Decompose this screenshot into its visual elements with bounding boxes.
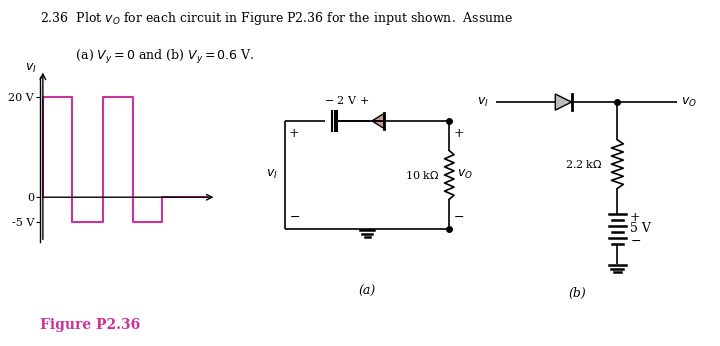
Text: Figure P2.36: Figure P2.36 bbox=[40, 318, 140, 332]
Text: $v_I$: $v_I$ bbox=[477, 95, 489, 109]
Text: $-$ 2 V $+$: $-$ 2 V $+$ bbox=[324, 94, 369, 106]
Text: +: + bbox=[453, 127, 464, 140]
Text: (b): (b) bbox=[568, 287, 586, 300]
Text: 2.36  Plot $v_O$ for each circuit in Figure P2.36 for the input shown.  Assume: 2.36 Plot $v_O$ for each circuit in Figu… bbox=[40, 10, 513, 27]
Text: 10 k$\Omega$: 10 k$\Omega$ bbox=[405, 169, 439, 181]
Text: 2.2 k$\Omega$: 2.2 k$\Omega$ bbox=[564, 158, 603, 170]
Text: $v_O$: $v_O$ bbox=[681, 95, 697, 109]
Text: $-$: $-$ bbox=[453, 210, 464, 223]
Text: $v_I$: $v_I$ bbox=[266, 169, 278, 182]
Text: +: + bbox=[629, 211, 640, 224]
Text: $v_I$: $v_I$ bbox=[24, 62, 36, 75]
Text: $-$: $-$ bbox=[289, 210, 300, 223]
Polygon shape bbox=[555, 94, 572, 110]
Text: +: + bbox=[289, 127, 300, 140]
Text: 5 V: 5 V bbox=[629, 222, 650, 235]
Text: $-$: $-$ bbox=[629, 234, 641, 247]
Text: $v_O$: $v_O$ bbox=[456, 169, 473, 182]
Text: (a): (a) bbox=[359, 284, 376, 298]
Text: (a) $V_y = 0$ and (b) $V_y = 0.6$ V.: (a) $V_y = 0$ and (b) $V_y = 0.6$ V. bbox=[40, 48, 254, 66]
Polygon shape bbox=[372, 113, 384, 128]
